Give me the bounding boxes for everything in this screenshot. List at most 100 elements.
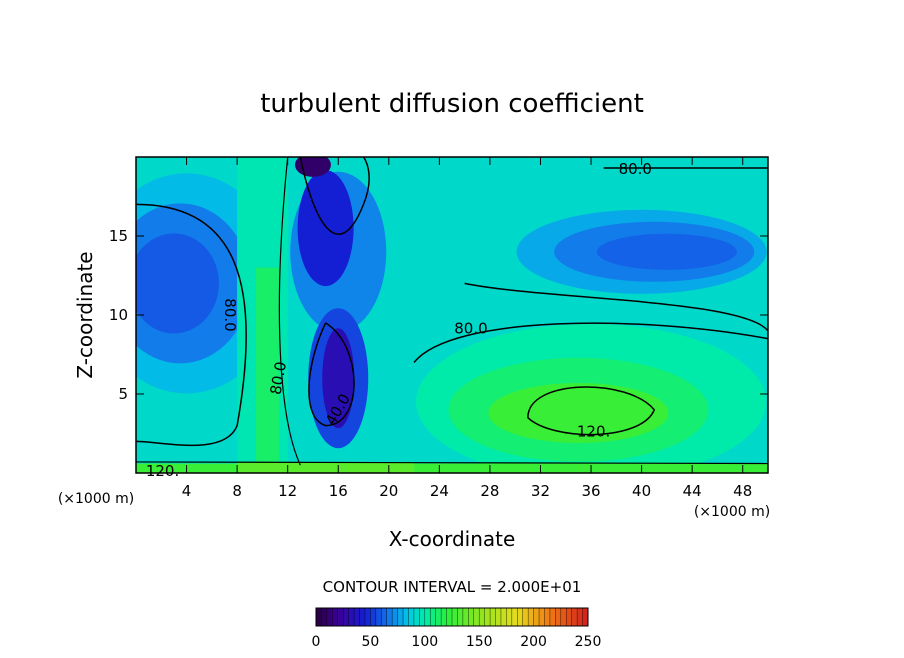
colorbar-swatch — [533, 608, 540, 626]
x-tick-label: 40 — [632, 482, 651, 500]
colorbar-tick-label: 150 — [466, 634, 493, 650]
contour-line-5 — [308, 322, 355, 427]
contour-label: 120. — [577, 422, 610, 440]
x-tick-label: 28 — [480, 482, 499, 500]
field-region-17 — [237, 461, 415, 473]
colorbar-swatch — [544, 608, 551, 626]
contour-label: 120. — [146, 462, 179, 480]
colorbar-swatch — [560, 608, 567, 626]
colorbar-swatch — [316, 608, 322, 626]
field-region-5 — [488, 382, 669, 443]
contour-line-7 — [527, 386, 656, 436]
colorbar-swatch — [441, 608, 448, 626]
colorbar-swatch — [332, 608, 339, 626]
contour-line-4 — [278, 157, 301, 466]
colorbar-swatch — [419, 608, 426, 626]
colorbar-swatch — [337, 608, 344, 626]
x-tick-label: 44 — [683, 482, 702, 500]
y-tick-label: 15 — [109, 227, 128, 245]
colorbar-swatch — [321, 608, 328, 626]
colorbar-swatch — [386, 608, 393, 626]
x-tick-label: 48 — [733, 482, 752, 500]
x-tick-label: 20 — [379, 482, 398, 500]
chart-title: turbulent diffusion coefficient — [260, 89, 644, 119]
colorbar-swatch — [528, 608, 535, 626]
colorbar-swatch — [343, 608, 350, 626]
colorbar-swatch — [452, 608, 458, 626]
colorbar-swatch — [571, 608, 578, 626]
colorbar-frame — [315, 607, 589, 627]
colorbar-tick-label: 250 — [575, 634, 602, 650]
contour-label: 80.0 — [267, 360, 291, 396]
colorbar-tick-label: 50 — [361, 634, 379, 650]
colorbar-swatch — [566, 608, 573, 626]
colorbar-swatch — [392, 608, 399, 626]
colorbar-swatch — [348, 608, 355, 626]
colorbar-swatch — [413, 608, 420, 626]
field-region-10 — [256, 267, 279, 473]
contour-line-6 — [299, 157, 370, 235]
colorbar-swatch — [326, 608, 333, 626]
heatmap-field — [136, 157, 768, 473]
colorbar-swatch — [397, 608, 404, 626]
field-region-15 — [322, 328, 355, 429]
contour-interval-text: CONTOUR INTERVAL = 2.000E+01 — [323, 578, 582, 596]
colorbar-swatch — [549, 608, 556, 626]
colorbar-swatch — [462, 608, 469, 626]
colorbar-swatch — [354, 608, 361, 626]
colorbar-swatch — [577, 608, 584, 626]
colorbar-swatch — [495, 608, 502, 626]
colorbar-swatch — [403, 608, 409, 626]
x-tick-label: 24 — [430, 482, 449, 500]
colorbar-swatch — [539, 608, 545, 626]
colorbar-swatch — [370, 608, 377, 626]
colorbar-swatch — [468, 608, 475, 626]
field-region-12 — [297, 170, 354, 287]
colorbar-swatch — [522, 608, 529, 626]
x-tick-label: 4 — [182, 482, 192, 500]
colorbar-swatch — [430, 608, 437, 626]
colorbar-swatch — [582, 608, 589, 626]
y-axis-label: Z-coordinate — [73, 251, 97, 378]
colorbar-swatch — [375, 608, 382, 626]
colorbar-swatch — [446, 608, 453, 626]
x-tick-label: 16 — [329, 482, 348, 500]
colorbar-swatch — [381, 608, 388, 626]
colorbar-swatch — [473, 608, 480, 626]
z-unit-label: (×1000 m) — [58, 491, 134, 507]
x-axis-label: X-coordinate — [389, 527, 516, 551]
colorbar-swatch — [490, 608, 497, 626]
colorbar-tick-label: 200 — [520, 634, 547, 650]
colorbar-swatch — [435, 608, 442, 626]
x-unit-label: (×1000 m) — [694, 504, 770, 520]
colorbar-swatch — [517, 608, 524, 626]
colorbar-swatch — [364, 608, 371, 626]
y-tick-label: 5 — [118, 385, 128, 403]
contour-label: 80.0 — [221, 298, 239, 331]
colorbar-tick-label: 100 — [411, 634, 438, 650]
colorbar: 0 50 100 150 200 250 — [312, 607, 602, 650]
y-tick-label: 10 — [109, 306, 128, 324]
field-region-8 — [136, 233, 219, 334]
x-tick-label: 32 — [531, 482, 550, 500]
x-tick-label: 8 — [232, 482, 242, 500]
colorbar-swatch — [408, 608, 415, 626]
colorbar-swatch — [484, 608, 491, 626]
colorbar-swatch — [506, 608, 513, 626]
x-tick-label: 12 — [278, 482, 297, 500]
contour-line-8 — [136, 461, 768, 465]
contour-label: 80.0 — [454, 320, 487, 338]
contour-line-1 — [413, 322, 768, 363]
colorbar-swatch — [479, 608, 486, 626]
colorbar-swatch — [555, 608, 562, 626]
field-region-16 — [136, 463, 768, 473]
colorbar-swatch — [424, 608, 431, 626]
contour-label: 80.0 — [619, 160, 652, 178]
x-tick-label: 36 — [581, 482, 600, 500]
colorbar-swatch — [457, 608, 464, 626]
contour-line-0 — [464, 282, 768, 332]
contour-line-3 — [136, 203, 247, 447]
